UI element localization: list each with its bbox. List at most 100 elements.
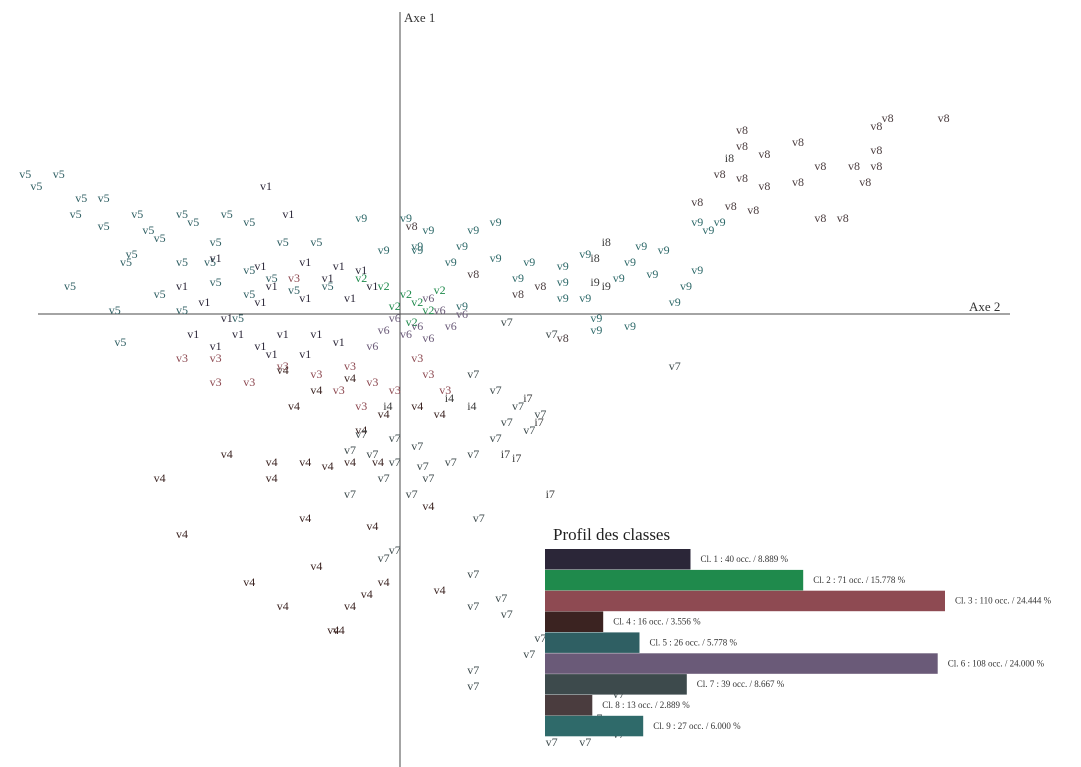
- scatter-point-42: v9: [579, 291, 591, 305]
- scatter-point-176: v4: [422, 499, 434, 513]
- profile-title: Profil des classes: [553, 525, 670, 544]
- scatter-point-183: v4: [277, 599, 289, 613]
- scatter-point-51: v9: [355, 211, 367, 225]
- scatter-point-177: v4: [176, 527, 188, 541]
- scatter-point-82: v5: [277, 235, 289, 249]
- scatter-point-59: v9: [378, 243, 390, 257]
- scatter-point-233: v7: [579, 735, 591, 749]
- scatter-point-223: v7: [467, 663, 479, 677]
- scatter-point-99: v5: [322, 279, 334, 293]
- scatter-point-128: v3: [210, 375, 222, 389]
- scatter-point-209: i7: [546, 487, 555, 501]
- scatter-point-167: v4: [266, 455, 278, 469]
- scatter-point-133: v3: [366, 375, 378, 389]
- scatter-point-53: v9: [490, 215, 502, 229]
- scatter-point-85: v5: [120, 255, 132, 269]
- scatter-point-40: v8: [534, 279, 546, 293]
- scatter-point-9: v8: [814, 159, 826, 173]
- scatter-point-119: v1: [210, 339, 222, 353]
- scatter-point-212: i4: [383, 399, 392, 413]
- scatter-point-67: v5: [19, 167, 31, 181]
- scatter-point-116: v1: [232, 327, 244, 341]
- scatter-point-112: v1: [299, 291, 311, 305]
- scatter-point-208: i7: [512, 451, 521, 465]
- scatter-point-195: v7: [422, 471, 434, 485]
- profile-bar-4: [545, 611, 604, 632]
- profile-bar-label-3: Cl. 3 : 110 occ. / 24.444 %: [955, 596, 1052, 606]
- scatter-point-12: v8: [714, 167, 726, 181]
- scatter-point-180: v4: [378, 575, 390, 589]
- scatter-point-38: i9: [590, 275, 599, 289]
- scatter-point-118: v1: [310, 327, 322, 341]
- scatter-point-94: v5: [114, 335, 126, 349]
- scatter-point-126: v3: [176, 351, 188, 365]
- scatter-point-57: v9: [411, 239, 423, 253]
- scatter-point-111: v1: [254, 295, 266, 309]
- scatter-point-147: v2: [406, 315, 418, 329]
- scatter-point-115: v1: [187, 327, 199, 341]
- scatter-point-164: v4: [434, 407, 446, 421]
- scatter-point-204: v7: [467, 367, 479, 381]
- scatter-point-136: v3: [422, 367, 434, 381]
- scatter-point-95: v5: [266, 271, 278, 285]
- scatter-point-215: v7: [467, 567, 479, 581]
- scatter-point-97: v5: [243, 287, 255, 301]
- scatter-point-163: v4: [411, 399, 423, 413]
- scatter-point-87: v5: [204, 255, 216, 269]
- scatter-point-24: v9: [702, 223, 714, 237]
- profile-bar-label-8: Cl. 8 : 13 occ. / 2.889 %: [602, 700, 690, 710]
- scatter-point-222: v7: [523, 647, 535, 661]
- scatter-point-0: v8: [882, 111, 894, 125]
- scatter-point-199: v7: [501, 415, 513, 429]
- scatter-point-55: v9: [422, 223, 434, 237]
- scatter-point-1: v8: [938, 111, 950, 125]
- scatter-point-47: v9: [590, 323, 602, 337]
- scatter-point-81: v5: [210, 235, 222, 249]
- scatter-point-216: v7: [467, 599, 479, 613]
- profile-bar-7: [545, 674, 687, 695]
- scatter-point-33: v9: [680, 279, 692, 293]
- scatter-point-72: v5: [70, 207, 82, 221]
- scatter-point-37: v9: [557, 275, 569, 289]
- scatter-point-117: v1: [277, 327, 289, 341]
- scatter-point-89: v5: [64, 279, 76, 293]
- scatter-point-188: v7: [389, 431, 401, 445]
- scatter-point-205: i7: [523, 391, 532, 405]
- scatter-point-15: v8: [859, 175, 871, 189]
- scatter-point-8: i8: [725, 151, 734, 165]
- scatter-point-6: v8: [870, 143, 882, 157]
- scatter-point-210: i4: [467, 399, 476, 413]
- scatter-point-80: v5: [154, 231, 166, 245]
- scatter-point-142: v2: [400, 287, 412, 301]
- scatter-point-10: v8: [848, 159, 860, 173]
- scatter-point-73: v5: [131, 207, 143, 221]
- profile-bar-label-5: Cl. 5 : 26 occ. / 5.778 %: [650, 637, 738, 647]
- scatter-point-206: i7: [534, 415, 543, 429]
- scatter-point-65: v9: [456, 299, 468, 313]
- scatter-point-131: v3: [310, 367, 322, 381]
- scatter-point-39: v9: [613, 271, 625, 285]
- scatter-point-56: v9: [467, 223, 479, 237]
- scatter-point-27: i8: [602, 235, 611, 249]
- scatter-point-200: v7: [523, 423, 535, 437]
- scatter-point-121: v1: [366, 279, 378, 293]
- scatter-point-179: v4: [310, 559, 322, 573]
- scatter-point-79: v5: [243, 215, 255, 229]
- scatter-point-148: v6: [422, 291, 434, 305]
- scatter-point-143: v2: [411, 295, 423, 309]
- scatter-point-35: v9: [557, 259, 569, 273]
- scatter-point-144: v2: [434, 283, 446, 297]
- scatter-point-106: v1: [355, 263, 367, 277]
- scatter-point-110: v1: [198, 295, 210, 309]
- scatter-point-175: v4: [366, 519, 378, 533]
- profile-bars: Cl. 1 : 40 occ. / 8.889 % Cl. 2 : 71 occ.…: [545, 549, 1052, 737]
- scatter-point-194: v7: [378, 471, 390, 485]
- profile-bar-label-7: Cl. 7 : 39 occ. / 8.667 %: [697, 679, 785, 689]
- scatter-point-213: v7: [378, 551, 390, 565]
- scatter-point-198: v7: [490, 431, 502, 445]
- scatter-point-224: v7: [467, 679, 479, 693]
- scatter-point-145: v2: [422, 303, 434, 317]
- scatter-point-202: v7: [512, 399, 524, 413]
- scatter-point-29: v9: [624, 255, 636, 269]
